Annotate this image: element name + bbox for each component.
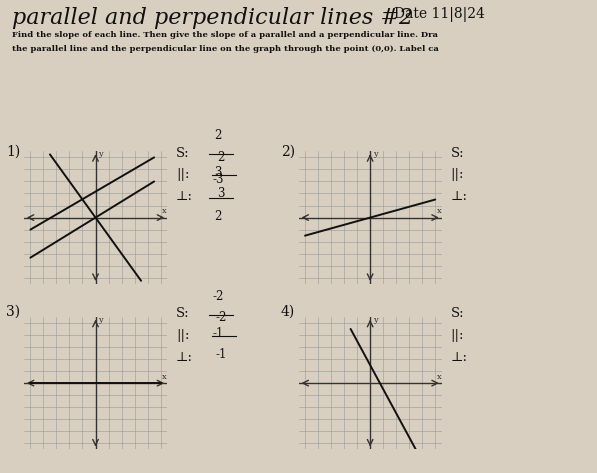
Text: 2: 2	[214, 130, 221, 142]
Text: y: y	[373, 315, 377, 324]
Text: x: x	[162, 373, 167, 381]
Text: x: x	[436, 207, 441, 215]
Text: ⊥:: ⊥:	[451, 190, 467, 203]
Text: ||:: ||:	[451, 329, 464, 342]
Text: 2): 2)	[281, 144, 295, 158]
Text: -1: -1	[212, 327, 224, 340]
Text: 3: 3	[217, 187, 224, 200]
Text: ⊥:: ⊥:	[176, 190, 193, 203]
Text: S:: S:	[451, 307, 464, 320]
Text: S:: S:	[176, 307, 190, 320]
Text: ||:: ||:	[176, 329, 190, 342]
Text: y: y	[98, 150, 103, 158]
Text: x: x	[162, 207, 167, 215]
Text: Date 11|8|24: Date 11|8|24	[394, 7, 485, 22]
Text: x: x	[436, 373, 441, 381]
Text: the parallel line and the perpendicular line on the graph through the point (0,0: the parallel line and the perpendicular …	[12, 45, 439, 53]
Text: Find the slope of each line. Then give the slope of a parallel and a perpendicul: Find the slope of each line. Then give t…	[12, 31, 438, 39]
Text: y: y	[98, 315, 103, 324]
Text: 1): 1)	[6, 144, 20, 158]
Text: y: y	[373, 150, 377, 158]
Text: S:: S:	[451, 147, 464, 159]
Text: parallel and perpendicular lines #2: parallel and perpendicular lines #2	[12, 7, 413, 29]
Text: -1: -1	[215, 348, 227, 361]
Text: 2: 2	[214, 210, 221, 222]
Text: 3: 3	[214, 166, 221, 179]
Text: 4): 4)	[281, 305, 295, 319]
Text: 2: 2	[217, 151, 224, 164]
Text: S:: S:	[176, 147, 190, 159]
Text: ||:: ||:	[176, 168, 190, 181]
Text: -3: -3	[212, 173, 224, 186]
Text: ⊥:: ⊥:	[176, 351, 193, 364]
Text: -2: -2	[215, 312, 227, 324]
Text: ⊥:: ⊥:	[451, 351, 467, 364]
Text: ||:: ||:	[451, 168, 464, 181]
Text: -2: -2	[212, 290, 224, 303]
Text: 3): 3)	[6, 305, 20, 319]
